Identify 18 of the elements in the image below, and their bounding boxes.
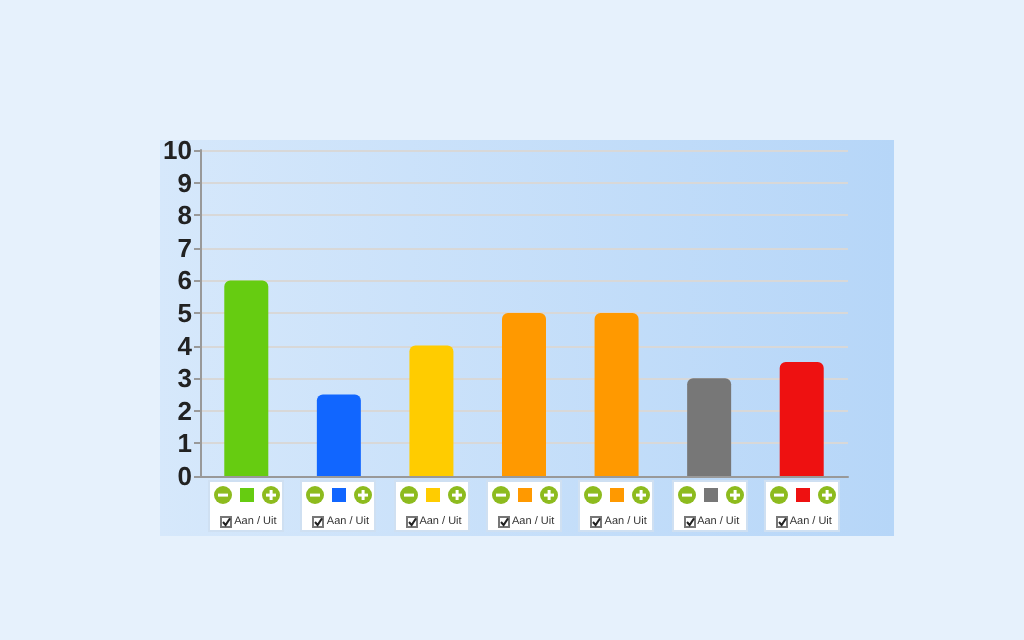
y-tick-label: 2 (177, 395, 192, 426)
bar (224, 280, 269, 476)
y-tick-label: 0 (177, 461, 192, 491)
y-tick-label: 10 (163, 135, 192, 165)
bar (316, 394, 361, 476)
y-tick-label: 1 (177, 428, 192, 459)
y-tick-label: 7 (177, 232, 192, 263)
bar (594, 313, 639, 476)
bar (779, 361, 824, 476)
bar (502, 313, 546, 476)
y-tick-label: 6 (177, 265, 192, 296)
bar (687, 378, 732, 476)
bar (409, 345, 454, 476)
y-tick-label: 3 (177, 363, 192, 394)
y-tick-label: 8 (177, 200, 192, 231)
y-tick-label: 4 (177, 330, 194, 361)
y-tick-label: 9 (177, 167, 192, 198)
y-tick-label: 5 (177, 298, 192, 328)
